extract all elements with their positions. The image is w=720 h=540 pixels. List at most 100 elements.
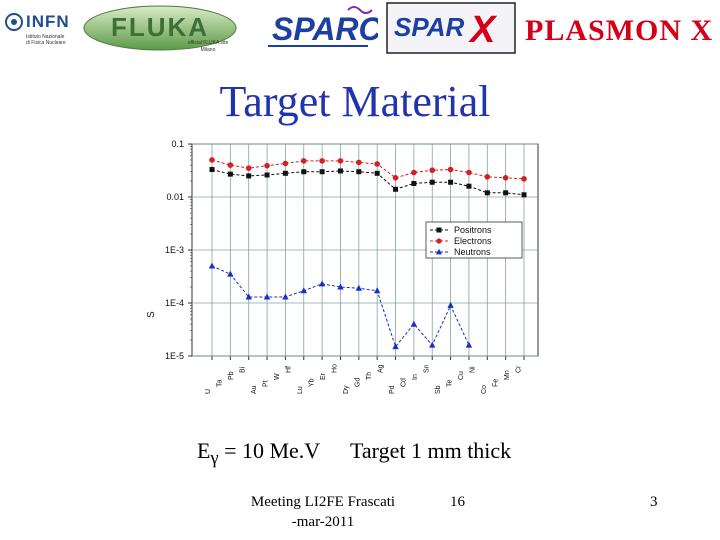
x-tick-label: Th <box>366 372 373 380</box>
data-point-neutrons <box>392 343 399 350</box>
x-tick-label: Cr <box>516 365 523 373</box>
data-point-positrons <box>411 180 417 186</box>
data-point-electrons <box>264 162 270 169</box>
footer-number: 16 <box>450 494 465 510</box>
meeting-info: Meeting LI2FE Frascati -mar-2011 <box>240 492 406 532</box>
x-tick-label: Hf <box>286 366 293 373</box>
data-point-electrons <box>245 165 252 171</box>
y-tick-label: 1E-4 <box>165 298 184 308</box>
fluka-text: FLUKA <box>111 12 209 42</box>
data-point-positrons <box>209 167 215 173</box>
x-tick-label: Gd <box>355 378 362 387</box>
data-point-electrons <box>319 158 325 164</box>
energy-value: = 10 Me.V <box>218 438 321 463</box>
x-tick-label: Cd <box>401 378 408 387</box>
x-tick-label: Bi <box>240 366 247 373</box>
infn-sub2: di Fisica Nucleare <box>26 40 66 46</box>
x-tick-label: Pt <box>263 380 270 387</box>
x-tick-label: Yb <box>309 378 316 387</box>
data-point-positrons <box>393 186 399 192</box>
x-tick-label: Ta <box>217 380 224 388</box>
series-line-electrons <box>211 159 525 180</box>
data-point-positrons <box>227 171 233 177</box>
sparx-wordmark-icon: SPAR X <box>386 2 516 54</box>
legend-marker-square <box>436 227 442 233</box>
series-line-neutrons <box>211 265 470 348</box>
data-point-positrons <box>429 179 435 185</box>
target-note: Target 1 mm thick <box>350 438 512 463</box>
x-tick-label: Er <box>320 372 327 380</box>
data-point-positrons <box>374 170 380 176</box>
x-tick-label: Pb <box>228 371 235 380</box>
data-point-positrons <box>356 169 362 175</box>
x-tick-label: Co <box>481 385 488 394</box>
y-tick-label: 0.1 <box>171 139 184 149</box>
x-tick-label: In <box>412 374 419 380</box>
data-point-neutrons <box>337 283 344 290</box>
data-point-neutrons <box>465 341 473 348</box>
data-point-positrons <box>282 170 288 176</box>
sparx-x: X <box>468 9 498 51</box>
data-point-positrons <box>521 192 527 198</box>
data-point-positrons <box>301 169 307 175</box>
yield-chart: 0.1 0.01 1E-3 1E-4 1E-5 PositronsElectronsNeu… <box>146 139 539 394</box>
data-point-electrons <box>227 162 234 168</box>
fluka-sub1: official FLUKA site <box>188 40 229 46</box>
x-tick-label: Pd <box>389 385 396 394</box>
data-point-positrons <box>466 183 472 189</box>
data-point-electrons <box>447 166 454 173</box>
legend-label: Neutrons <box>454 247 491 257</box>
data-point-neutrons <box>300 287 307 294</box>
slide-title: Target Material <box>219 77 491 126</box>
fluka-logo: FLUKA official FLUKA site Milano <box>80 2 260 56</box>
data-point-neutrons <box>263 293 271 300</box>
meeting-line1: Meeting LI2FE Frascati <box>250 494 396 510</box>
infn-sub1: Istituto Nazionale <box>26 34 65 40</box>
x-tick-label: W <box>274 373 281 380</box>
data-point-neutrons <box>373 287 381 294</box>
data-point-positrons <box>484 190 490 196</box>
infn-mark: INFN <box>26 12 70 31</box>
data-point-electrons <box>356 159 362 166</box>
sparc-logo: SPARC <box>268 4 383 54</box>
meeting-line2: -mar-2011 <box>291 514 355 530</box>
x-tick-label: Ho <box>332 364 339 373</box>
legend-label: Electrons <box>454 236 492 246</box>
chart-container: 0.1 0.01 1E-3 1E-4 1E-5 Positrons Electrons Neu… <box>140 128 560 410</box>
x-tick-label: Ag <box>378 364 385 373</box>
fluka-sub2: Milano <box>201 47 216 53</box>
x-tick-label: Ni <box>470 366 477 373</box>
data-point-electrons <box>392 175 399 181</box>
energy-prefix: E <box>197 438 211 463</box>
data-point-neutrons <box>245 293 252 300</box>
data-point-electrons <box>502 175 509 181</box>
data-point-neutrons <box>227 270 234 277</box>
data-point-electrons <box>521 176 527 182</box>
plasmon-logo: PLASMON X <box>525 14 715 54</box>
x-tick-label: U <box>205 389 212 394</box>
data-point-positrons <box>246 173 252 179</box>
x-tick-label: Dy <box>343 385 350 394</box>
energy-subscript: γ <box>210 447 219 468</box>
y-axis-label: S <box>146 311 157 318</box>
data-point-neutrons <box>208 262 216 269</box>
data-point-electrons <box>466 169 472 176</box>
infn-emblem-icon <box>5 13 23 31</box>
sparx-text: SPAR <box>394 12 465 42</box>
data-point-neutrons <box>410 320 418 327</box>
legend-marker-triangle <box>436 248 442 255</box>
infn-logo: INFN Istituto Nazionale di Fisica Nuclea… <box>4 8 72 52</box>
data-point-positrons <box>503 190 509 196</box>
data-point-electrons <box>282 160 289 167</box>
data-point-electrons <box>374 161 380 167</box>
data-point-positrons <box>264 172 270 178</box>
data-point-electrons <box>300 158 307 164</box>
y-tick-label: 0.01 <box>166 192 184 202</box>
energy-label: Eγ = 10 Me.V <box>197 438 320 468</box>
x-tick-label: Te <box>447 380 454 388</box>
y-tick-label: 1E-3 <box>165 245 184 255</box>
data-point-electrons <box>337 158 344 164</box>
data-point-neutrons <box>282 293 289 300</box>
series-line-positrons <box>211 169 525 196</box>
x-tick-label: Cu <box>458 371 465 380</box>
